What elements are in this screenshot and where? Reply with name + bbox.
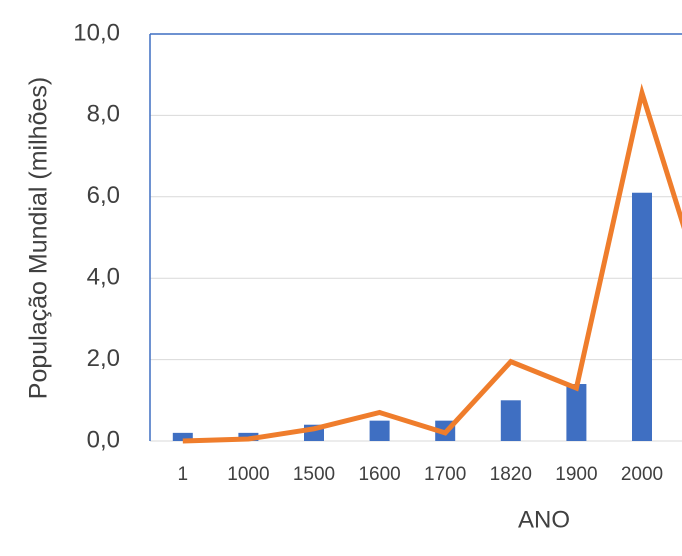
y-tick-label: 0,0 [87, 426, 120, 453]
x-tick-label: 1500 [293, 464, 335, 485]
x-tick-label: 1700 [424, 464, 466, 485]
bar [369, 420, 390, 441]
y-axis-title: População Mundial (milhões) [25, 77, 53, 399]
line [182, 83, 682, 444]
bar [500, 400, 521, 441]
bar [632, 192, 652, 441]
x-tick-label: 1000 [227, 464, 269, 485]
x-tick-label: 2000 [621, 464, 663, 485]
x-tick-label: 1 [178, 464, 189, 485]
y-tick-label: 4,0 [87, 264, 120, 291]
y-tick-label: 8,0 [87, 101, 120, 128]
bar [172, 432, 193, 441]
bar [566, 384, 587, 441]
x-tick-label: 1600 [358, 464, 400, 485]
x-axis-title: ANO [518, 506, 570, 533]
y-tick-label: 2,0 [87, 345, 120, 372]
x-tick-label: 1820 [490, 464, 532, 485]
x-tick-label: 1900 [555, 464, 597, 485]
y-tick-label: 6,0 [87, 182, 120, 209]
y-tick-label: 10,0 [73, 19, 120, 46]
